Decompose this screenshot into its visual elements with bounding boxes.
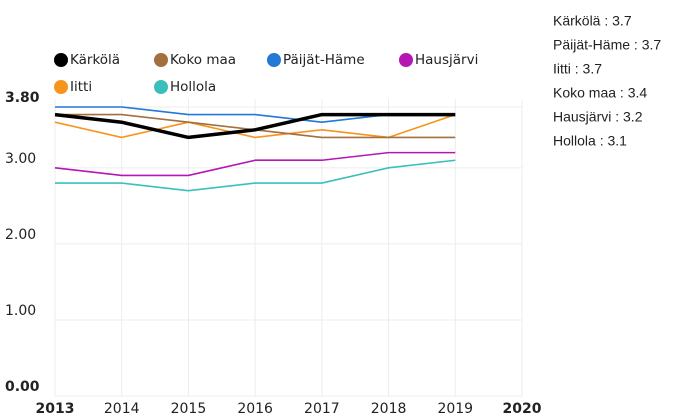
legend-label: Kärkölä	[70, 52, 120, 68]
annotation: Päijät-Häme : 3.7	[553, 37, 661, 53]
legend-label: Iitti	[70, 79, 92, 95]
y-tick-label: 3.80	[5, 90, 40, 106]
legend-marker	[54, 80, 68, 94]
annotation: Hausjärvi : 3.2	[553, 109, 643, 125]
legend-label: Päijät-Häme	[283, 52, 365, 68]
legend-label: Hollola	[170, 79, 216, 95]
annotation: Hollola : 3.1	[553, 133, 627, 149]
series-line	[54, 112, 456, 140]
x-tick-label: 2017	[304, 401, 340, 417]
y-tick-label: 2.00	[5, 227, 36, 243]
x-tick-label: 2020	[503, 401, 542, 417]
annotation: Kärkölä : 3.7	[553, 13, 632, 29]
x-tick-label: 2015	[171, 401, 207, 417]
legend-marker	[54, 53, 68, 67]
y-tick-label: 3.00	[5, 151, 36, 167]
series-line	[55, 159, 456, 192]
series-line	[54, 151, 456, 177]
legend-marker	[154, 80, 168, 94]
x-tick-label: 2018	[371, 401, 407, 417]
x-tick-label: 2014	[104, 401, 140, 417]
legend-marker	[267, 53, 281, 67]
legend-marker	[399, 53, 413, 67]
legend-label: Hausjärvi	[415, 52, 478, 68]
x-tick-label: 2019	[437, 401, 473, 417]
legend-label: Koko maa	[170, 52, 236, 68]
annotation: Koko maa : 3.4	[553, 85, 647, 101]
legend-marker	[154, 53, 168, 67]
x-tick-label: 2016	[237, 401, 273, 417]
annotation: Iitti : 3.7	[553, 61, 602, 77]
y-tick-label: 0.00	[5, 379, 40, 395]
x-tick-label: 2013	[36, 401, 75, 417]
y-tick-label: 1.00	[5, 303, 36, 319]
